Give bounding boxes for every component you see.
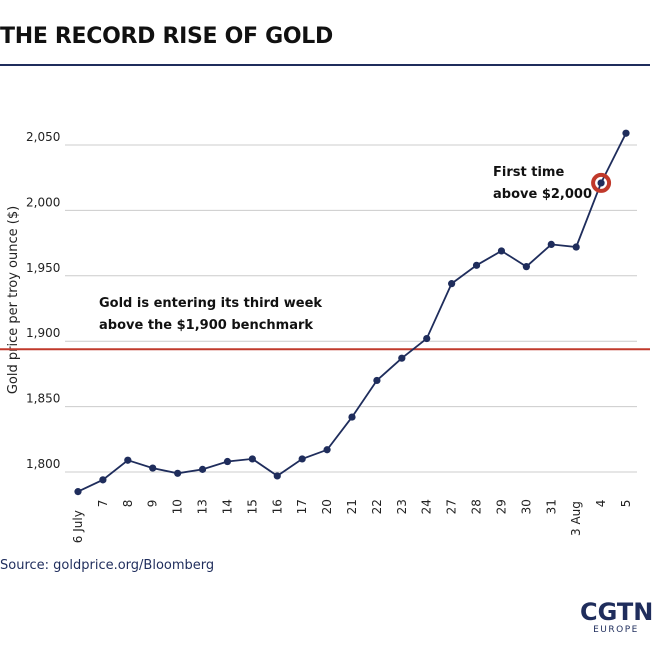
data-point: [273, 472, 281, 480]
data-point: [472, 261, 481, 269]
y-tick-label: 1,900: [26, 326, 60, 340]
title-rule: [0, 64, 650, 66]
y-tick-label: 2,050: [26, 130, 60, 144]
x-tick-label: 5: [619, 500, 633, 508]
x-tick-labels: 6 July 7 8 9 10 13 14 15 16 17 20 21 22 23 24 27 28 29 30 3…: [71, 499, 633, 543]
x-tick-label: 28: [470, 499, 484, 514]
data-point: [423, 334, 431, 343]
logo-sub-text: EUROPE: [593, 625, 639, 635]
x-tick-label: 4: [594, 500, 608, 508]
chart-title: THE RECORD RISE OF GOLD: [0, 24, 333, 49]
x-tick-label: 16: [270, 499, 284, 514]
record-highlight-ring: [591, 172, 612, 193]
data-point: [99, 476, 107, 484]
x-tick-label: 31: [544, 499, 558, 514]
y-tick-label: 2,000: [26, 195, 60, 209]
record-highlight: [591, 172, 612, 193]
data-point: [497, 247, 506, 255]
source-note: Source: goldprice.org/Bloomberg: [0, 558, 215, 573]
x-tick-label: 13: [196, 499, 210, 514]
y-tick-label: 1,800: [26, 457, 60, 471]
y-tick-label: 1,950: [26, 261, 60, 275]
data-point: [174, 469, 182, 477]
data-point: [248, 455, 256, 463]
cgtn-europe-logo: CGTN EUROPE: [580, 598, 654, 636]
y-axis-label: Gold price per troy ounce ($): [6, 206, 21, 394]
record-annotation-line: First time: [493, 165, 564, 180]
data-point: [198, 465, 207, 473]
x-tick-label: 7: [96, 500, 110, 508]
data-point: [448, 280, 456, 288]
data-point: [323, 446, 331, 454]
benchmark-annotation: Gold is entering its third week above the…: [99, 296, 322, 333]
data-point: [223, 457, 232, 466]
data-point: [124, 456, 132, 464]
x-tick-label: 24: [420, 499, 434, 514]
data-point: [398, 354, 406, 362]
x-tick-label: 8: [121, 500, 135, 508]
benchmark-annotation-line: Gold is entering its third week: [99, 296, 322, 311]
x-tick-label: 6 July: [71, 510, 85, 543]
x-tick-label: 22: [370, 499, 384, 514]
x-tick-label: 9: [146, 500, 160, 508]
x-tick-label: 30: [519, 499, 533, 514]
data-point: [149, 464, 157, 472]
y-tick-labels: 1,800 1,850 1,900 1,950 2,000 2,050: [26, 130, 60, 471]
x-tick-label: 17: [295, 499, 309, 514]
record-annotation-line: above $2,000: [493, 187, 592, 202]
y-tick-label: 1,850: [26, 392, 60, 406]
x-tick-label: 21: [345, 499, 359, 514]
line-chart: 1,800 1,850 1,900 1,950 2,000 2,050 Gold pric…: [0, 129, 650, 543]
x-tick-label: 29: [494, 499, 508, 514]
logo-main-text: CGTN: [580, 598, 654, 626]
data-point: [622, 129, 630, 137]
data-point: [572, 243, 580, 251]
data-points: [74, 129, 630, 496]
x-tick-label: 23: [395, 499, 409, 514]
benchmark-annotation-line: above the $1,900 benchmark: [99, 318, 313, 333]
x-tick-label: 15: [245, 499, 259, 514]
data-point: [74, 488, 82, 496]
record-annotation: First time above $2,000: [493, 165, 592, 202]
data-point: [373, 376, 381, 385]
data-point: [597, 179, 605, 187]
x-tick-label: 10: [171, 499, 185, 514]
data-point: [522, 263, 530, 271]
x-tick-label: 14: [220, 499, 234, 514]
x-tick-label: 20: [320, 499, 334, 514]
x-tick-label: 3 Aug: [569, 501, 583, 536]
data-point: [348, 413, 356, 421]
data-point: [547, 240, 555, 249]
grid-lines: [65, 144, 637, 473]
x-tick-label: 27: [445, 499, 459, 514]
data-point: [298, 455, 306, 463]
